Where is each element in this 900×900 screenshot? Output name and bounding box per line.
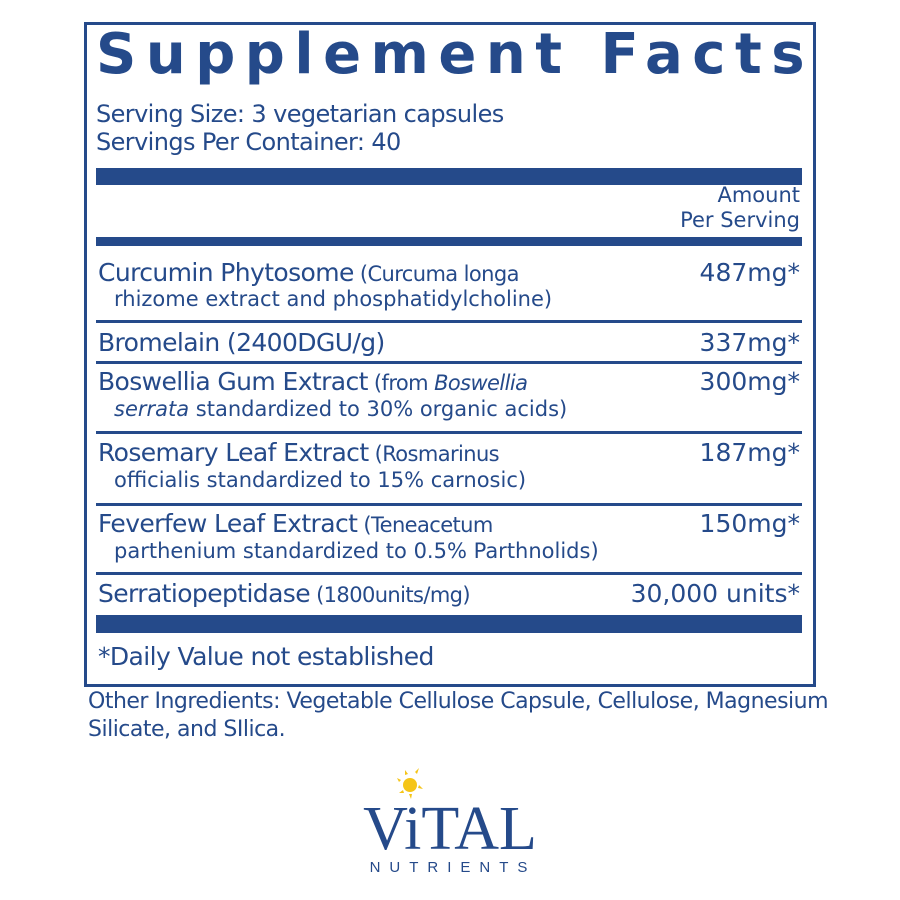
amount-header-line1: Amount <box>717 183 800 207</box>
nutrient-detail: officialis standardized to 15% carnosic) <box>114 468 527 492</box>
nutrient-detail: (Curcuma longa <box>353 262 520 286</box>
row-divider <box>96 503 802 506</box>
servings-per-container: Servings Per Container: 40 <box>96 128 401 156</box>
nutrient-detail-line2: serrata standardized to 30% organic acid… <box>114 397 567 421</box>
other-ingredients: Other Ingredients: Vegetable Cellulose C… <box>88 689 829 742</box>
row-divider <box>96 431 802 434</box>
nutrient-row-curcumin: Curcumin Phytosome (Curcuma longa <box>98 258 519 287</box>
nutrient-name: Bromelain (2400DGU/g) <box>98 328 385 357</box>
nutrient-detail: rhizome extract and phosphatidylcholine) <box>114 287 553 311</box>
nutrient-detail: parthenium standardized to 0.5% Parthnol… <box>114 539 599 563</box>
serving-size: Serving Size: 3 vegetarian capsules <box>96 100 504 128</box>
nutrient-name: Boswellia Gum Extract <box>98 367 368 396</box>
nutrient-detail: (1800units/mg) <box>310 583 471 607</box>
brand-wordmark: ViTAL <box>363 795 537 863</box>
nutrient-row-rosemary: Rosemary Leaf Extract (Rosmarinus <box>98 438 500 467</box>
panel-title: Supplement Facts <box>96 22 815 87</box>
amount-header-line2: Per Serving <box>680 208 800 232</box>
thick-divider <box>96 168 802 185</box>
row-divider <box>96 572 802 575</box>
nutrient-row-serratiopeptidase: Serratiopeptidase (1800units/mg) <box>98 579 471 608</box>
nutrient-amount: 300mg* <box>699 367 800 396</box>
nutrient-amount: 187mg* <box>699 438 800 467</box>
nutrient-detail: (from <box>367 371 435 395</box>
row-divider <box>96 361 802 364</box>
row-divider <box>96 320 802 323</box>
nutrient-row-feverfew: Feverfew Leaf Extract (Teneacetum <box>98 509 493 538</box>
nutrient-amount: 150mg* <box>699 509 800 538</box>
footnote: *Daily Value not established <box>98 642 434 671</box>
nutrient-row-boswellia: Boswellia Gum Extract (from Boswellia <box>98 367 528 396</box>
vital-nutrients-logo: ViTAL NUTRIENTS <box>363 768 537 876</box>
nutrient-detail-italic: Boswellia <box>434 371 528 395</box>
nutrient-detail: (Rosmarinus <box>368 442 500 466</box>
brand-tagline: NUTRIENTS <box>370 859 537 876</box>
nutrient-amount: 30,000 units* <box>630 579 800 608</box>
nutrient-detail: standardized to 30% organic acids) <box>189 397 568 421</box>
nutrient-name: Rosemary Leaf Extract <box>98 438 369 467</box>
thick-divider <box>96 615 802 633</box>
supplement-facts-panel <box>84 22 816 687</box>
nutrient-name: Serratiopeptidase <box>98 579 311 608</box>
nutrient-row-bromelain: Bromelain (2400DGU/g) <box>98 328 385 357</box>
nutrient-name: Feverfew Leaf Extract <box>98 509 358 538</box>
nutrient-amount: 487mg* <box>699 258 800 287</box>
nutrient-detail-italic: serrata <box>114 397 190 421</box>
nutrient-name: Curcumin Phytosome <box>98 258 354 287</box>
sun-icon <box>397 768 423 799</box>
nutrient-amount: 337mg* <box>699 328 800 357</box>
nutrient-detail: (Teneacetum <box>357 513 493 537</box>
medium-divider <box>96 237 802 246</box>
amount-header: Amount Per Serving <box>680 183 800 233</box>
